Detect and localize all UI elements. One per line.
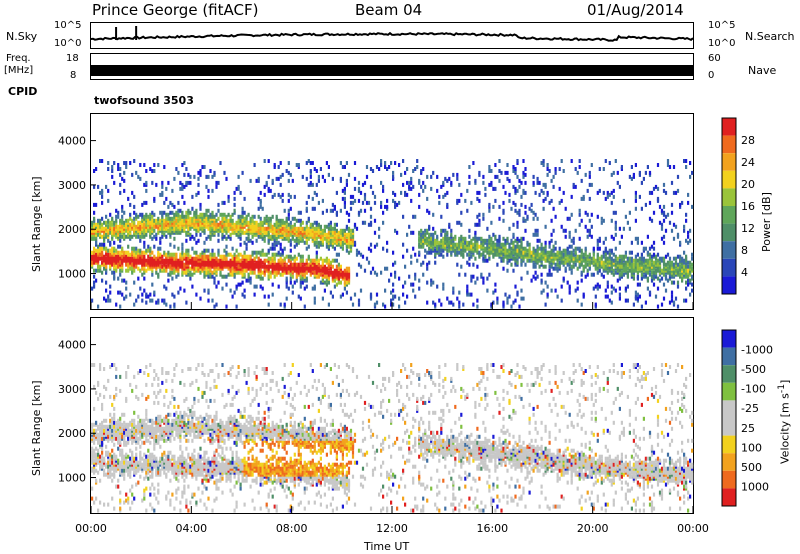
power-colorbar-swatch [722,135,736,154]
power-colorbar-swatch [722,223,736,242]
power-ytick-label: 2000 [58,223,86,236]
velocity-colorbar-swatch [722,435,736,454]
freq-panel [90,53,694,80]
power-colorbar-swatch [722,118,736,136]
station-title: Prince George (fitACF) [92,1,259,19]
power-pixels [91,159,694,309]
nsearch-tick-lo: 10^0 [708,38,736,49]
nsearch-tick-hi: 10^5 [708,20,736,31]
xtick-label: 00:00 [75,522,107,535]
velocity-ytick-label: 3000 [58,383,86,396]
power-colorbar-swatch [722,170,736,189]
power-colorbar-tick-label: 4 [741,266,748,279]
velocity-colorbar-tick-label: 500 [741,461,762,474]
nsearch-label: N.Search [745,30,795,43]
freq-label: Freq. [6,53,31,64]
beam-title: Beam 04 [355,1,423,19]
velocity-colorbar-swatch [722,330,736,348]
power-ylabel: Slant Range [km] [30,176,43,272]
velocity-colorbar-swatch [722,453,736,471]
freq-tick-hi: 18 [66,53,79,64]
power-colorbar-tick-label: 24 [741,156,755,169]
x-axis-title: Time UT [364,540,410,553]
power-colorbar-tick-label: 16 [741,200,755,213]
velocity-colorbar-tick-label: -500 [741,363,766,376]
power-colorbar-frame [721,117,737,295]
power-colorbar-swatch [722,153,736,171]
xtick-label: 04:00 [175,522,207,535]
velocity-colorbar-swatch [722,365,736,383]
power-colorbar-label: Power [dB] [760,192,773,252]
nsky-label: N.Sky [6,30,38,43]
velocity-colorbar-tick-label: 100 [741,441,762,454]
freq-trace [91,65,693,76]
power-colorbar-swatch [722,206,736,224]
power-panel [90,113,694,310]
velocity-ytick-label: 1000 [58,472,86,485]
power-colorbar-swatch [722,241,736,259]
xtick-label: 00:00 [677,522,709,535]
velocity-colorbar-swatch [722,488,736,506]
power-colorbar-tick-label: 12 [741,222,755,235]
velocity-colorbar-tick-label: -100 [741,383,766,396]
velocity-colorbar-tick-label: 25 [741,422,755,435]
velocity-ytick-label: 4000 [58,339,86,352]
velocity-colorbar-swatch [722,382,736,401]
xtick-label: 16:00 [476,522,508,535]
power-ytick-label: 3000 [58,179,86,192]
nsky-panel [90,22,694,49]
velocity-panel [90,317,694,514]
velocity-colorbar-swatch [722,470,736,489]
xtick-label: 08:00 [276,522,308,535]
freq-tick-lo: 8 [70,70,77,81]
power-colorbar-swatch [722,188,736,206]
xtick-label: 12:00 [376,522,408,535]
nave-tick-hi: 60 [708,53,721,64]
nsky-tick-lo: 10^0 [54,38,82,49]
velocity-colorbar-tick-label: -25 [741,402,759,415]
velocity-colorbar-label: Velocity [m s-1] [776,379,792,464]
date-title: 01/Aug/2014 [587,1,684,19]
cpid-value: twofsound 3503 [94,94,194,107]
velocity-colorbar-frame [721,329,737,507]
velocity-colorbar-tick-label: -1000 [741,344,773,357]
velocity-colorbar-swatch [722,347,736,366]
velocity-colorbar-swatch [722,400,736,418]
velocity-pixels [91,363,694,513]
nave-label: Nave [748,64,777,77]
nsky-trace [90,31,694,42]
velocity-colorbar-swatch [722,418,736,436]
nsky-tick-hi: 10^5 [54,20,82,31]
freq-unit: [MHz] [4,65,34,76]
power-colorbar-swatch [722,258,736,277]
velocity-ylabel: Slant Range [km] [30,380,43,476]
cpid-label: CPID [8,85,38,98]
power-ytick-label: 4000 [58,135,86,148]
xtick-label: 20:00 [577,522,609,535]
power-colorbar-tick-label: 8 [741,244,748,257]
velocity-ytick-label: 2000 [58,427,86,440]
velocity-colorbar-tick-label: 1000 [741,480,769,493]
power-colorbar-tick-label: 20 [741,178,755,191]
nave-tick-lo: 0 [708,70,715,81]
power-colorbar-swatch [722,276,736,294]
power-colorbar-tick-label: 28 [741,134,755,147]
power-ytick-label: 1000 [58,268,86,281]
